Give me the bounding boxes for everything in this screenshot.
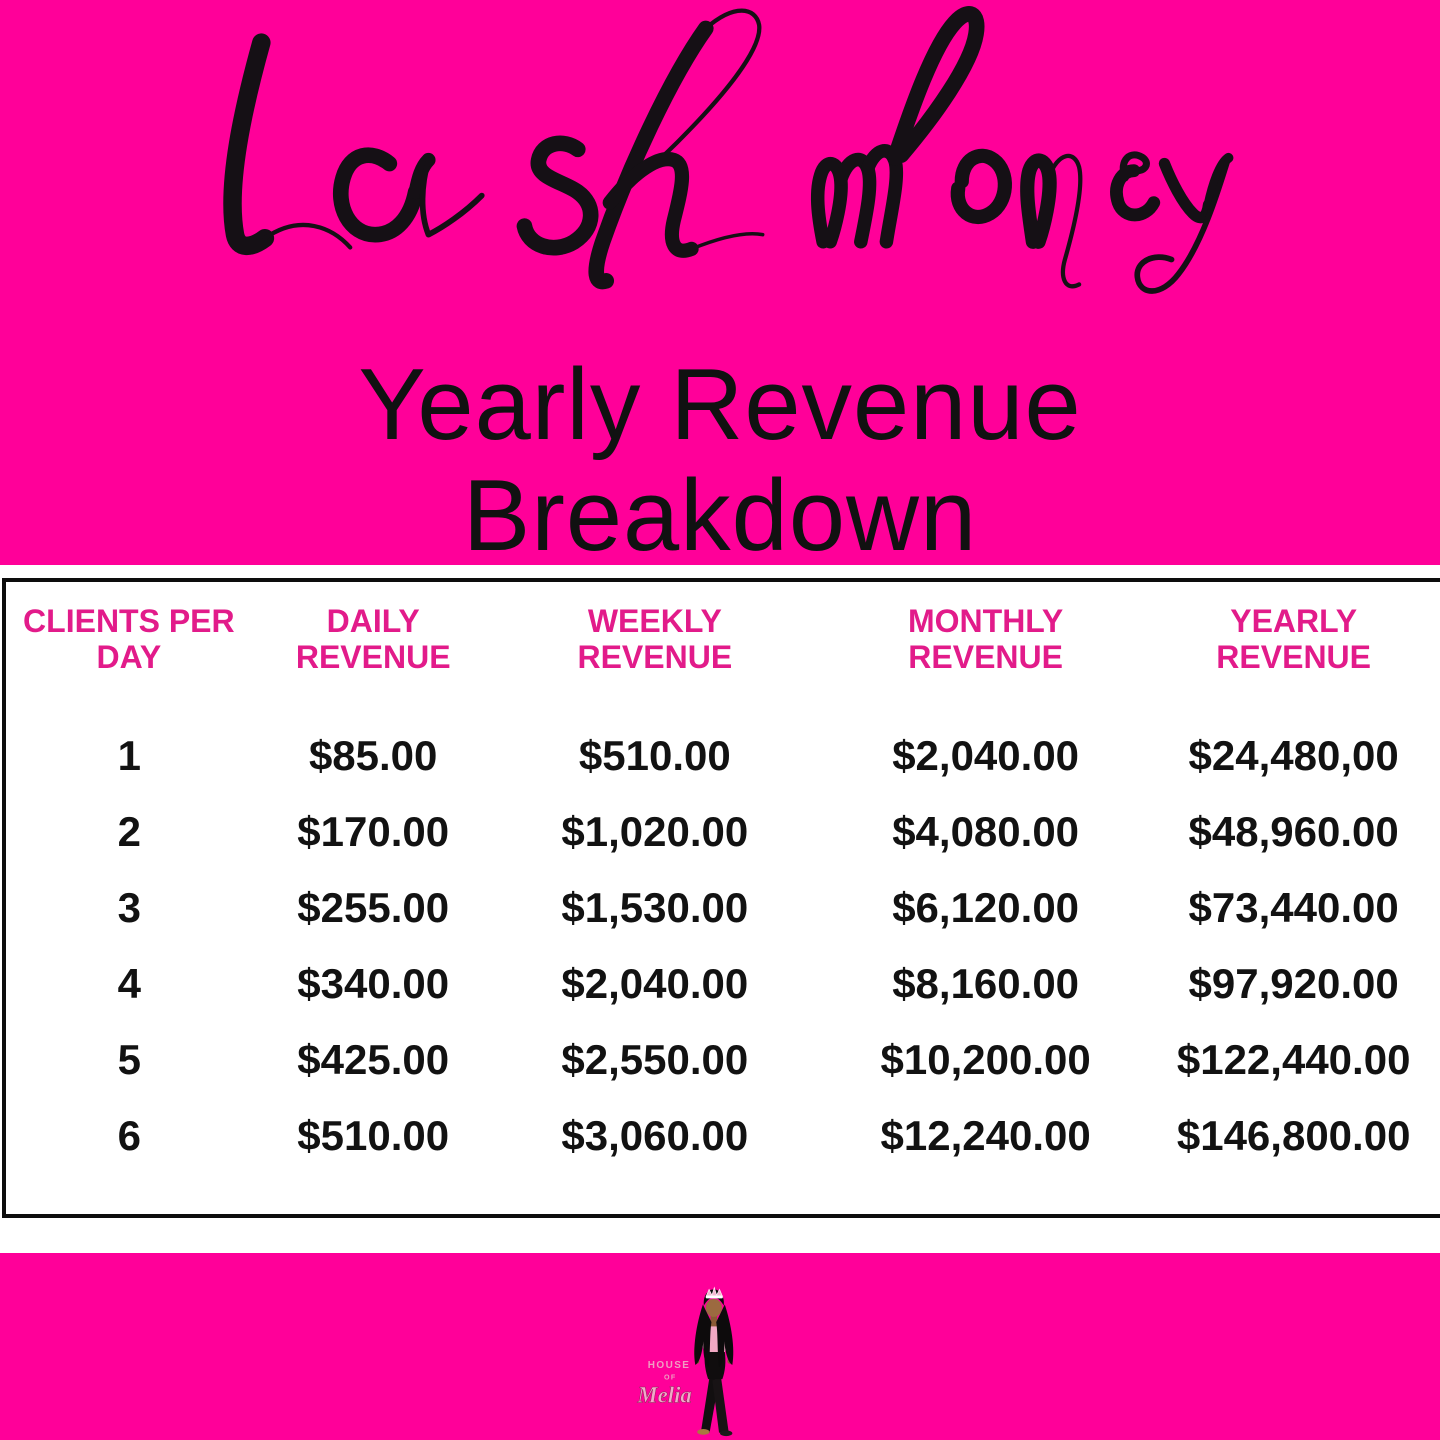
svg-text:Melia: Melia (636, 1382, 691, 1407)
svg-text:OF: OF (664, 1374, 677, 1382)
svg-text:HOUSE: HOUSE (648, 1360, 691, 1371)
